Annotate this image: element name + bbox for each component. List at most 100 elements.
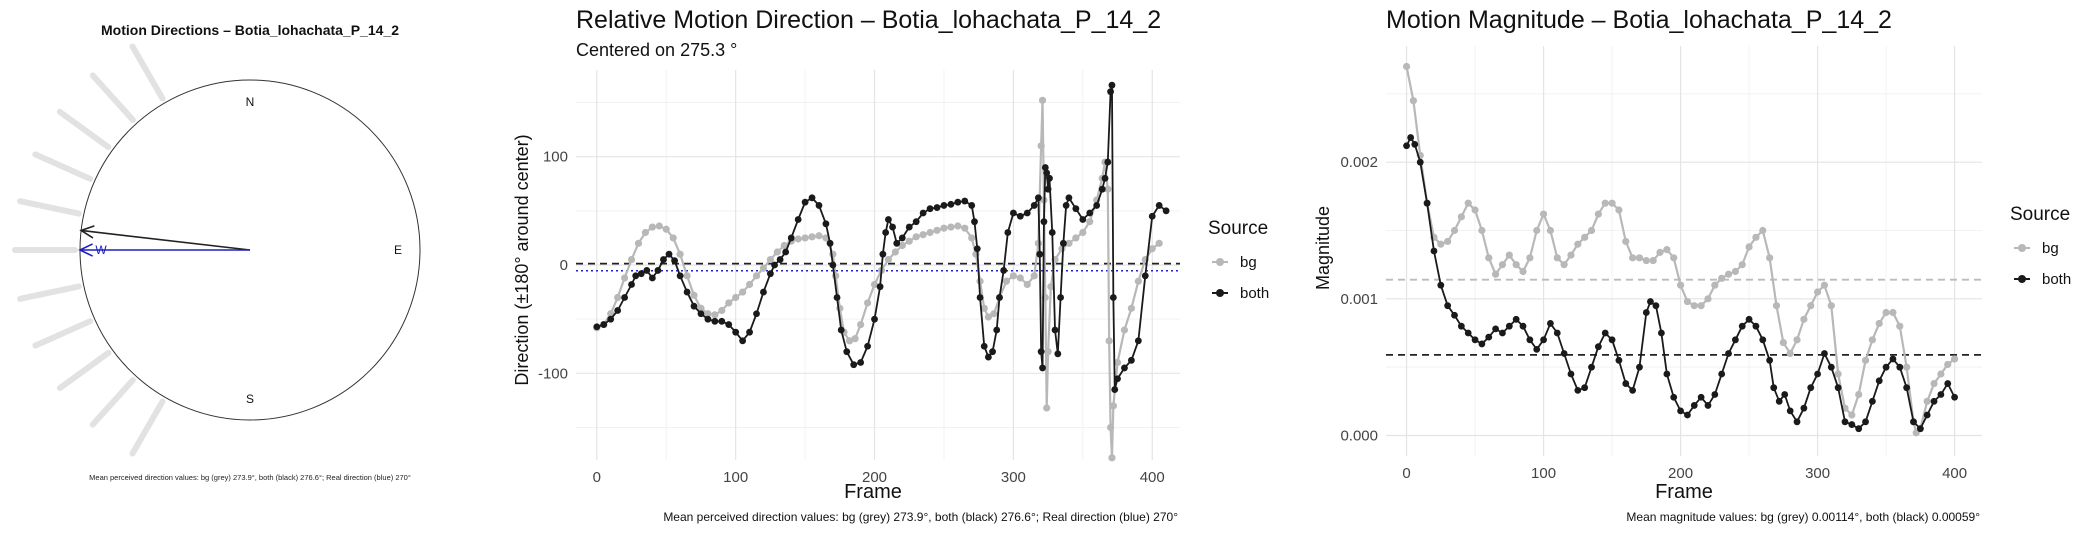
series-point-both [1923, 411, 1931, 419]
direction-x-axis-label: Frame [844, 481, 902, 503]
series-point-both [1841, 418, 1849, 426]
compass-arrow-0 [81, 229, 251, 251]
series-point-bg [732, 293, 740, 302]
series-point-bg [1034, 239, 1042, 247]
series-point-both [787, 234, 795, 242]
compass-ray-9 [89, 377, 136, 428]
series-point-both [1048, 229, 1056, 236]
y-tick-label: -100 [538, 365, 568, 382]
series-point-both [671, 257, 678, 265]
series-point-bg [1820, 281, 1829, 289]
x-tick-label: 400 [1140, 469, 1165, 486]
series-point-bg [1690, 302, 1698, 310]
series-point-bg [1498, 261, 1507, 269]
series-point-bg [704, 310, 712, 318]
compass-arrows [78, 225, 251, 257]
series-point-bg [1106, 423, 1115, 432]
x-tick-label: 200 [862, 469, 887, 486]
series-point-bg [891, 248, 899, 256]
series-point-bg [1807, 302, 1815, 310]
series-point-both [1731, 336, 1739, 344]
series-point-both [905, 223, 913, 231]
series-point-both [648, 274, 656, 282]
series-point-bg [1567, 251, 1575, 259]
y-tick-label: 100 [543, 149, 568, 166]
x-tick-label: 100 [1531, 465, 1556, 482]
series-point-bg [984, 313, 992, 321]
series-point-both [1540, 336, 1547, 344]
series-point-both [1848, 421, 1856, 428]
series-point-both [871, 315, 878, 323]
series-point-bg [870, 280, 879, 289]
series-point-both [837, 326, 845, 334]
series-point-both [1786, 407, 1794, 415]
series-point-bg [1072, 234, 1080, 242]
series-point-both [1039, 364, 1046, 372]
magnitude-legend: Source bg both [2010, 204, 2071, 288]
series-point-both [1044, 185, 1052, 193]
series-point-bg [725, 299, 733, 307]
series-point-bg [676, 250, 684, 258]
series-point-both [1109, 294, 1117, 301]
series-point-bg [1868, 336, 1876, 344]
series-point-both [879, 250, 887, 258]
series-point-bg [711, 311, 719, 319]
series-point-both [829, 261, 837, 269]
series-point-bg [1759, 226, 1767, 235]
series-point-bg [863, 299, 872, 307]
series-point-both [1752, 322, 1760, 330]
compass-title: Motion Directions – Botia_lohachata_P_14… [101, 22, 399, 38]
series-point-both [1868, 397, 1876, 405]
series-point-bg [1882, 308, 1890, 317]
series-point-bg [1615, 206, 1623, 214]
series-point-bg [1409, 97, 1418, 105]
series-point-both [976, 294, 984, 301]
series-point-bg [1642, 256, 1650, 265]
series-point-both [1889, 355, 1897, 363]
series-point-both [1882, 363, 1890, 371]
series-point-bg [1786, 349, 1794, 358]
compass-arrowhead-0 [79, 225, 95, 239]
series-point-bg [1574, 240, 1582, 248]
series-point-bg [990, 310, 998, 318]
series-point-both [1407, 134, 1415, 141]
series-point-both [1642, 309, 1650, 316]
x-tick-label: 0 [593, 469, 601, 486]
series-point-both [665, 250, 673, 258]
series-point-both [1677, 407, 1684, 415]
series-point-both [1704, 402, 1712, 409]
series-point-both [1023, 209, 1031, 217]
series-point-both [815, 202, 823, 209]
series-point-both [1875, 377, 1883, 385]
series-point-both [1652, 302, 1660, 310]
series-point-both [1697, 393, 1705, 401]
series-point-bg [1471, 206, 1479, 214]
series-point-both [801, 198, 809, 206]
series-point-both [683, 288, 691, 296]
series-point-bg [1629, 254, 1637, 262]
series-point-bg [1043, 404, 1051, 412]
series-point-both [1793, 418, 1801, 426]
series-point-both [1121, 364, 1128, 372]
series-point-both [1030, 202, 1038, 209]
series-point-both [984, 353, 992, 361]
series-point-both [697, 310, 705, 318]
series-point-bg [1663, 246, 1671, 254]
series-point-both [980, 342, 988, 350]
series-point-both [1036, 250, 1044, 258]
series-point-bg [1813, 288, 1822, 296]
y-tick-label: 0 [560, 257, 568, 274]
series-point-both [1636, 363, 1643, 371]
series-point-both [933, 204, 941, 211]
direction-chart: Relative Motion Direction – Botia_lohach… [512, 6, 1269, 524]
series-point-bg [1766, 254, 1774, 262]
compass-ray-7 [32, 318, 94, 349]
y-tick-label: 0.002 [1340, 154, 1378, 171]
series-point-both [746, 328, 753, 336]
series-point-both [1834, 384, 1842, 392]
series-point-both [1478, 340, 1486, 348]
series-point-bg [1827, 302, 1835, 310]
x-tick-label: 100 [723, 469, 748, 486]
series-point-bg [641, 228, 650, 237]
series-point-both [1403, 142, 1410, 150]
